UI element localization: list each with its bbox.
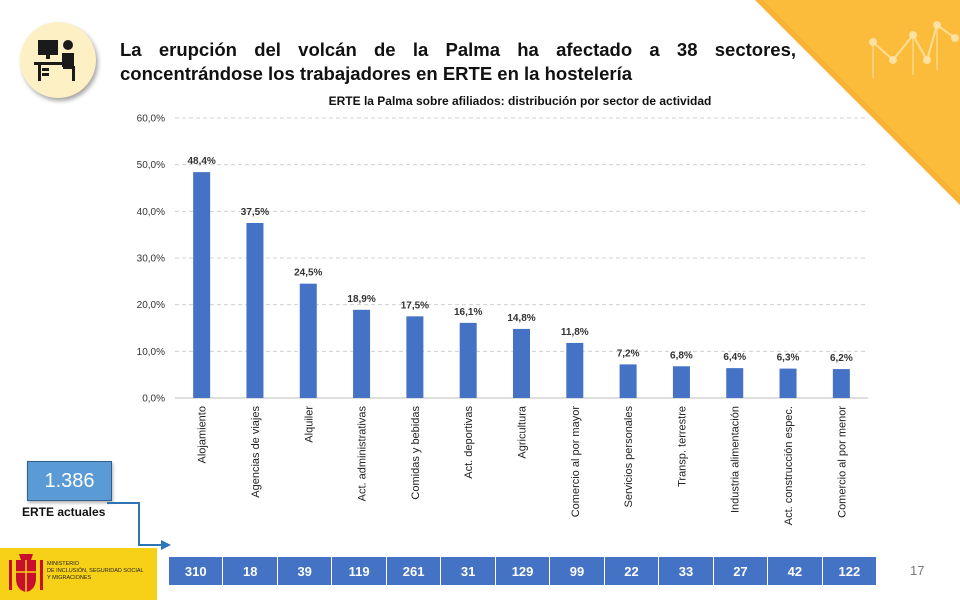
x-tick-label: Act. construcción espec. <box>783 406 795 525</box>
chart-title: ERTE la Palma sobre afiliados: distribuc… <box>328 94 712 108</box>
data-label: 24,5% <box>294 268 322 279</box>
bar <box>459 322 477 398</box>
count-cell: 18 <box>222 557 276 585</box>
y-tick-label: 0,0% <box>142 394 165 405</box>
bar <box>672 366 690 398</box>
arrow-icon <box>107 502 171 550</box>
x-tick-label: Comercio al por menor <box>836 406 848 518</box>
x-tick-label: Servicios personales <box>623 406 635 508</box>
logo-line: DE INCLUSIÓN, SEGURIDAD SOCIAL <box>47 568 144 574</box>
bar <box>299 283 317 398</box>
y-tick-label: 10,0% <box>137 347 165 358</box>
bar <box>832 369 850 398</box>
logo-line: MINISTERIO <box>47 561 80 567</box>
bar <box>513 328 530 398</box>
data-label: 6,8% <box>670 350 693 361</box>
y-tick-label: 30,0% <box>137 254 165 265</box>
data-label: 37,5% <box>241 207 269 218</box>
data-label: 7,2% <box>617 348 640 359</box>
y-tick-label: 20,0% <box>137 300 165 311</box>
erte-counts-row: 310 18 39 119 261 31 129 99 22 33 27 42 122 <box>169 557 876 585</box>
x-tick-label: Alquiler <box>303 406 315 443</box>
x-tick-label: Alojamiento <box>197 406 209 463</box>
data-label: 11,8% <box>561 327 589 338</box>
data-label: 6,2% <box>830 353 853 364</box>
data-label: 48,4% <box>187 156 215 167</box>
worker-desk-icon <box>20 22 96 98</box>
x-tick-label: Industria alimentación <box>730 406 742 513</box>
count-cell: 310 <box>184 563 207 579</box>
count-cell: 22 <box>603 557 658 585</box>
bar <box>193 172 211 398</box>
bar <box>246 223 264 398</box>
data-label: 18,9% <box>347 294 375 305</box>
count-cell: 42 <box>767 557 821 585</box>
page-title: La erupción del volcán de la Palma ha af… <box>120 39 796 84</box>
coat-of-arms-icon <box>9 554 43 592</box>
y-tick-label: 50,0% <box>137 160 165 171</box>
x-tick-label: Agencias de viajes <box>250 406 262 498</box>
data-label: 6,4% <box>723 352 746 363</box>
data-label: 17,5% <box>401 300 429 311</box>
count-cell: 27 <box>712 557 767 585</box>
x-tick-label: Act. administrativas <box>357 406 369 502</box>
x-tick-label: Comercio al por mayor <box>570 406 582 518</box>
count-cell: 129 <box>494 557 549 585</box>
bar <box>619 364 637 398</box>
count-cell: 39 <box>276 557 331 585</box>
count-cell: 261 <box>385 557 440 585</box>
bar <box>566 342 584 398</box>
x-tick-label: Comidas y bebidas <box>410 406 422 500</box>
bar <box>353 309 371 398</box>
erte-total-box: 1.386 <box>27 461 112 501</box>
ministry-logo: MINISTERIO DE INCLUSIÓN, SEGURIDAD SOCIA… <box>0 548 157 600</box>
logo-line: Y MIGRACIONES <box>47 575 92 581</box>
corner-decoration <box>755 0 960 205</box>
page-number: 17 <box>910 563 925 578</box>
count-cell: 99 <box>549 557 603 585</box>
data-label: 14,8% <box>507 313 535 324</box>
bar <box>779 368 797 398</box>
data-label: 16,1% <box>454 307 482 318</box>
bar <box>726 368 744 398</box>
count-cell: 31 <box>440 557 494 585</box>
data-label: 6,3% <box>777 353 800 364</box>
x-tick-label: Agricultura <box>517 405 529 458</box>
y-tick-label: 40,0% <box>137 207 165 218</box>
count-cell: 122 <box>821 557 876 585</box>
x-tick-label: Transp. terrestre <box>676 406 688 487</box>
x-tick-label: Act. deportivas <box>463 406 475 479</box>
bar <box>406 316 424 398</box>
erte-total-label: ERTE actuales <box>22 505 106 519</box>
count-cell: 119 <box>331 557 385 585</box>
count-cell: 33 <box>658 557 712 585</box>
y-tick-label: 60,0% <box>137 114 165 125</box>
